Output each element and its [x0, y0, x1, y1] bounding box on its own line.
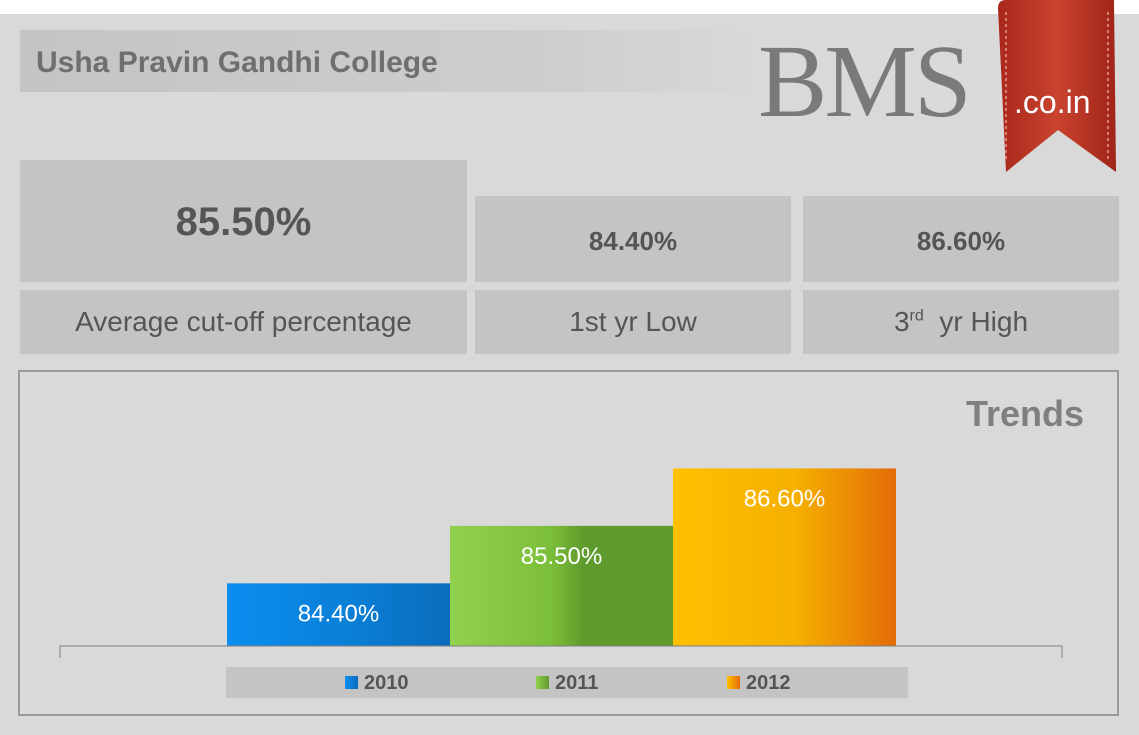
average-label: Average cut-off percentage — [75, 306, 412, 337]
high-label-rest: yr High — [923, 306, 1029, 337]
bar-2012 — [673, 468, 896, 646]
high-label-sup: rd — [909, 307, 924, 325]
average-value-box: 85.50% — [20, 160, 467, 282]
low-value-box: 84.40% — [475, 196, 791, 282]
low-value: 84.40% — [588, 226, 678, 256]
data-label-2011: 85.50% — [521, 543, 602, 570]
legend-swatch-2011 — [536, 676, 549, 689]
legend-label-2011: 2011 — [555, 672, 598, 694]
legend-label-2010: 2010 — [364, 672, 409, 694]
title-bar: Usha Pravin Gandhi College — [20, 30, 760, 92]
high-label: 3rd yr High — [803, 306, 1119, 338]
bar-2010 — [227, 583, 450, 646]
logo-suffix-text: .co.in — [1014, 84, 1091, 120]
high-label-box: 3rd yr High — [803, 290, 1119, 354]
legend-background — [226, 667, 908, 698]
high-value: 86.60% — [916, 226, 1006, 256]
legend-label-2012: 2012 — [746, 672, 791, 694]
high-value-box: 86.60% — [803, 196, 1119, 282]
legend-swatch-2012 — [727, 676, 740, 689]
x-axis-line — [59, 645, 1063, 658]
average-label-box: Average cut-off percentage — [20, 290, 467, 354]
legend-swatch-2010 — [345, 676, 358, 689]
college-name: Usha Pravin Gandhi College — [36, 46, 438, 79]
logo-bms-text: BMS — [758, 24, 972, 139]
average-value: 85.50% — [175, 200, 312, 244]
ribbon-logo-icon — [998, 0, 1116, 172]
data-label-2010: 84.40% — [298, 600, 379, 627]
high-label-num: 3 — [893, 306, 910, 337]
low-label: 1st yr Low — [569, 306, 697, 337]
low-label-box: 1st yr Low — [475, 290, 791, 354]
chart-title: Trends — [966, 393, 1085, 434]
data-label-2012: 86.60% — [744, 485, 825, 512]
bar-2011 — [450, 525, 673, 646]
